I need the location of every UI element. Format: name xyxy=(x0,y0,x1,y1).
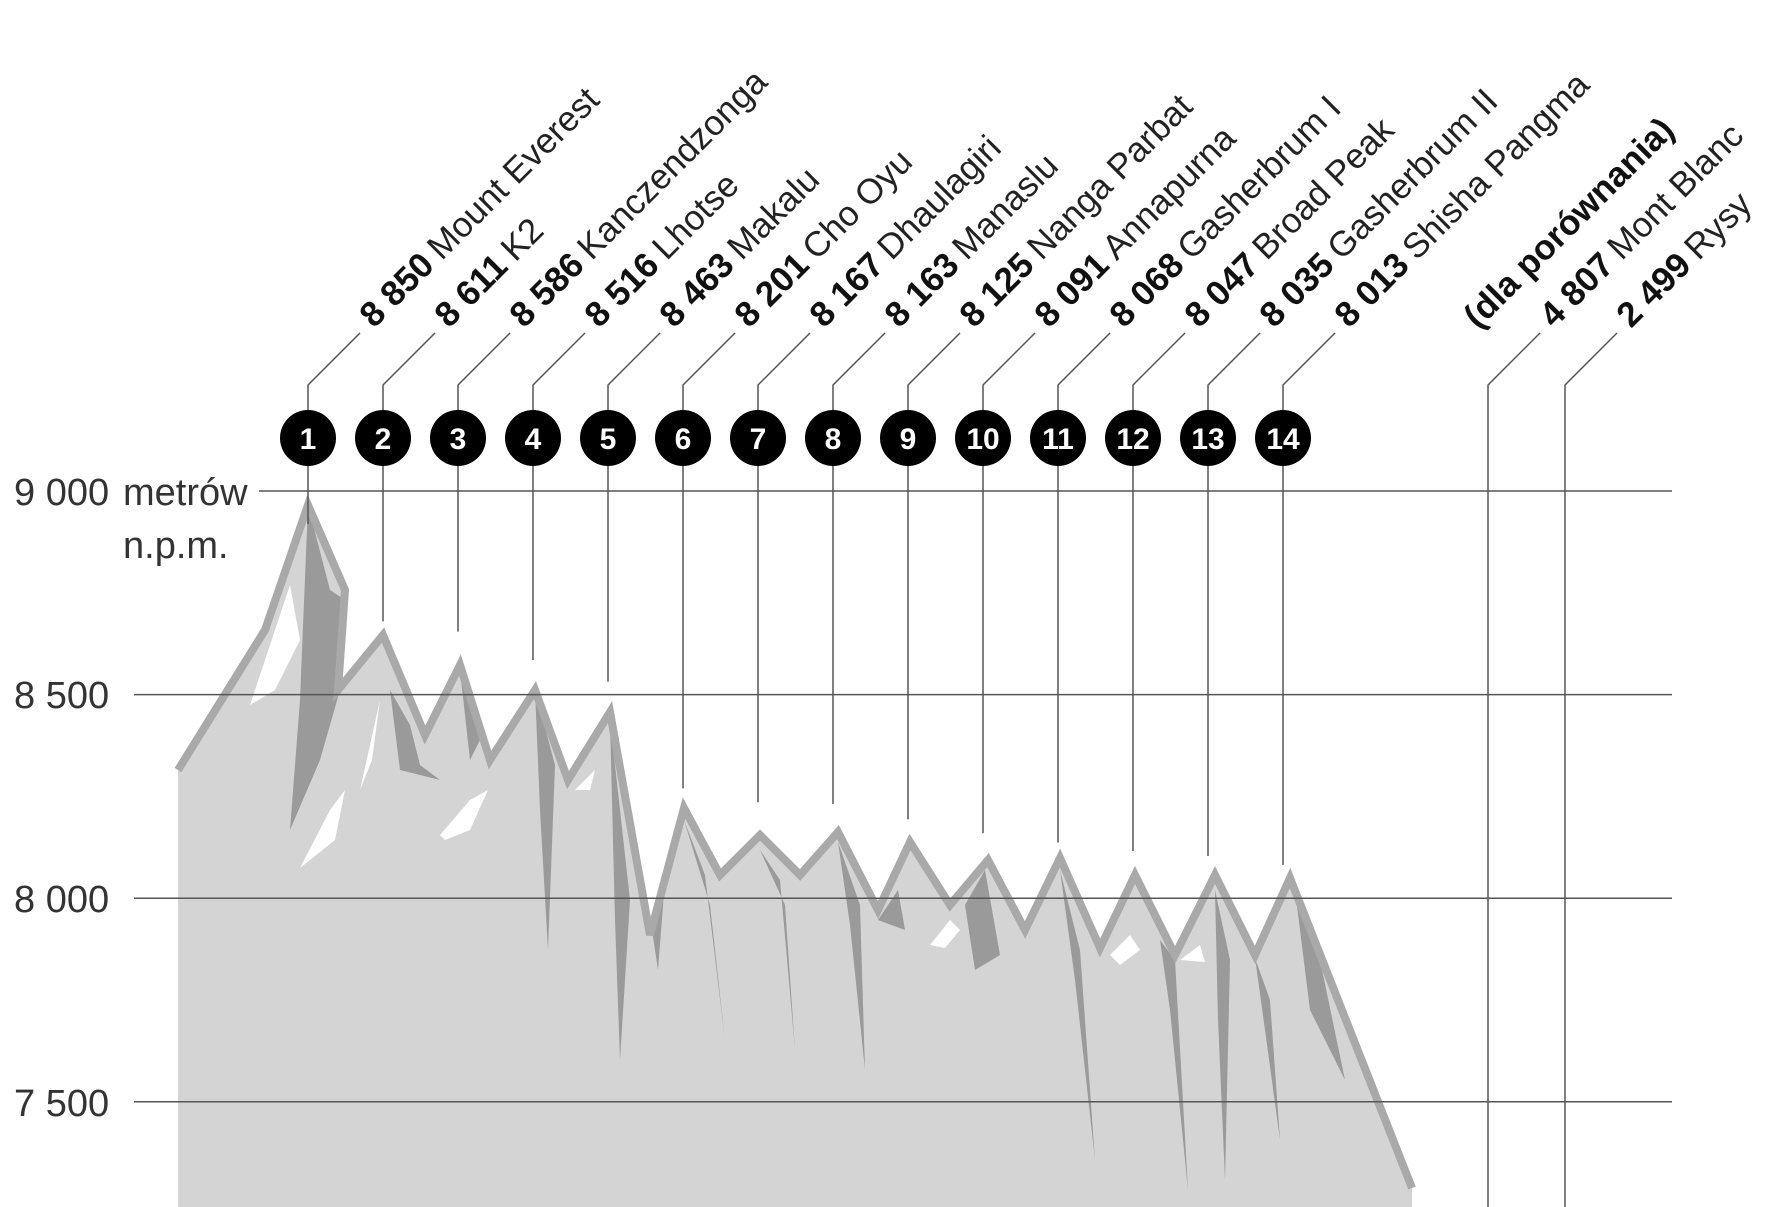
shadow-slope-1 xyxy=(290,505,345,830)
rank-badge-number: 14 xyxy=(1266,423,1300,456)
rank-badge-number: 12 xyxy=(1116,423,1149,456)
mountain-silhouette xyxy=(174,493,1416,1207)
rank-badge xyxy=(955,410,1011,466)
y-tick-label-8000: 8 000 xyxy=(14,879,109,921)
y-unit-label-line1: metrów xyxy=(123,472,248,514)
rank-badge xyxy=(280,410,336,466)
grid-lines xyxy=(134,490,1672,1103)
shadow-slope-2 xyxy=(390,690,440,780)
comparison-leader-line xyxy=(1487,332,1541,1207)
comparison-leader-line xyxy=(1564,332,1618,1207)
snow-highlight-7 xyxy=(1110,935,1140,965)
peak-leader-line xyxy=(1282,332,1336,410)
y-tick-label-8500: 8 500 xyxy=(14,675,109,717)
rank-badge-number: 9 xyxy=(900,423,917,456)
peak-leader-line xyxy=(757,332,811,410)
rank-badge xyxy=(1030,410,1086,466)
rank-badge xyxy=(655,410,711,466)
rank-badge xyxy=(805,410,861,466)
shadow-slope-15 xyxy=(1255,958,1280,1140)
peak-leader-line xyxy=(307,332,361,410)
peak-leader-lines xyxy=(307,332,1618,1207)
y-unit-label-line2: n.p.m. xyxy=(123,525,229,567)
snow-highlight-6 xyxy=(930,920,960,948)
shadow-slope-10 xyxy=(878,890,905,930)
peak-leader-line xyxy=(907,332,961,410)
shadow-slope-5 xyxy=(610,720,630,1060)
rank-badge xyxy=(880,410,936,466)
peak-leader-line xyxy=(1207,332,1261,410)
snow-highlight-3 xyxy=(360,700,380,790)
shadow-slope-13 xyxy=(1160,940,1188,1190)
peak-leader-line xyxy=(982,332,1036,410)
y-tick-label-9000: 9 000 xyxy=(14,472,109,514)
shadow-slope-11 xyxy=(965,870,1000,970)
rank-badge-number: 4 xyxy=(525,423,542,456)
rank-badge-number: 2 xyxy=(375,423,392,456)
peak-rank-badges: 1 2 3 4 5 6 7 8 9 10 11 12 13 14 xyxy=(280,410,1311,466)
y-tick-label-7500: 7 500 xyxy=(14,1083,109,1125)
rank-badge-number: 7 xyxy=(750,423,767,456)
rank-badge xyxy=(505,410,561,466)
rank-badge-number: 3 xyxy=(450,423,467,456)
rank-badge xyxy=(1180,410,1236,466)
rank-badge-number: 11 xyxy=(1042,423,1074,456)
peak-leader-line xyxy=(1132,332,1186,410)
rank-badge xyxy=(355,410,411,466)
rank-badge xyxy=(730,410,786,466)
shadow-slope-4 xyxy=(535,690,555,950)
peak-leader-line xyxy=(382,332,436,410)
ridge-line xyxy=(174,493,1416,1190)
rank-badge-number: 13 xyxy=(1191,423,1224,456)
rank-badge-number: 5 xyxy=(600,423,617,456)
rank-badge xyxy=(430,410,486,466)
shadow-slope-16 xyxy=(1295,890,1345,1080)
shadow-slope-14 xyxy=(1215,890,1230,1180)
peak-leader-line xyxy=(457,332,511,410)
peak-leader-line xyxy=(1057,332,1111,410)
rank-badge-number: 1 xyxy=(300,423,317,456)
peak-name: K2 xyxy=(493,211,551,269)
peak-leader-line xyxy=(832,332,886,410)
rank-badge xyxy=(1255,410,1311,466)
snow-highlight-1 xyxy=(250,585,300,705)
snow-highlight-2 xyxy=(300,790,345,868)
peak-leader-line xyxy=(532,332,586,410)
y-axis: 9 000 8 500 8 000 7 500 metrów n.p.m. xyxy=(14,472,248,1125)
rank-badge xyxy=(1105,410,1161,466)
rank-badge-number: 10 xyxy=(966,423,999,456)
snow-highlight-8 xyxy=(1180,945,1205,962)
peak-leader-line xyxy=(607,332,661,410)
shadow-slope-8 xyxy=(760,850,795,1050)
peak-leader-line xyxy=(682,332,736,410)
rank-badge-number: 8 xyxy=(825,423,842,456)
peak-height-value: 8 850 xyxy=(352,245,442,335)
rank-badge-number: 6 xyxy=(675,423,692,456)
shadow-slope-9 xyxy=(838,842,865,1070)
terrain-fill xyxy=(178,505,1412,1207)
snow-highlight-4 xyxy=(440,790,488,840)
rank-badge xyxy=(580,410,636,466)
snow-highlight-5 xyxy=(575,770,595,790)
